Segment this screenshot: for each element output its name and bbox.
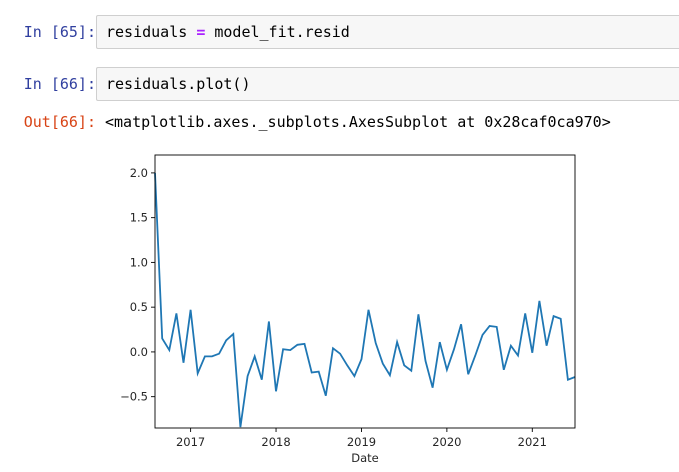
plot-frame: [154, 154, 576, 429]
code-line: residuals.plot(): [106, 75, 251, 93]
input-prompt: In [66]:: [23, 75, 96, 93]
x-tick-label: 2020: [432, 435, 461, 449]
y-axis-ticks: 2.0 1.5 1.0 0.5 0.0 −0.5: [120, 166, 155, 404]
y-tick-label: 1.5: [130, 211, 148, 225]
output-prompt: Out[66]:: [23, 113, 96, 131]
y-tick-label: 2.0: [130, 166, 148, 180]
x-tick-label: 2021: [518, 435, 547, 449]
input-prompt: In [65]:: [23, 23, 96, 41]
y-tick-label: −0.5: [120, 390, 148, 404]
residuals-line-chart: 2.0 1.5 1.0 0.5 0.0 −0.5 2017 2018 2019 2020 2021…: [120, 154, 576, 465]
x-tick-label: 2018: [261, 435, 290, 449]
x-tick-label: 2017: [176, 435, 205, 449]
y-tick-label: 0.5: [130, 300, 148, 314]
y-tick-label: 0.0: [130, 345, 148, 359]
code-rest: model_fit.resid: [214, 23, 350, 41]
y-tick-label: 1.0: [130, 255, 148, 269]
x-tick-label: 2019: [347, 435, 376, 449]
code-input[interactable]: residuals.plot(): [96, 67, 679, 101]
x-axis-label: Date: [351, 451, 379, 465]
code-line: residuals = model_fit.resid: [106, 22, 350, 42]
code-operator: =: [196, 23, 206, 41]
code-var: residuals: [106, 23, 188, 41]
x-axis-ticks: 2017 2018 2019 2020 2021: [176, 428, 547, 449]
code-input[interactable]: residuals = model_fit.resid: [96, 15, 679, 49]
residuals-series-line: [154, 172, 576, 428]
output-text: <matplotlib.axes._subplots.AxesSubplot a…: [105, 113, 611, 131]
